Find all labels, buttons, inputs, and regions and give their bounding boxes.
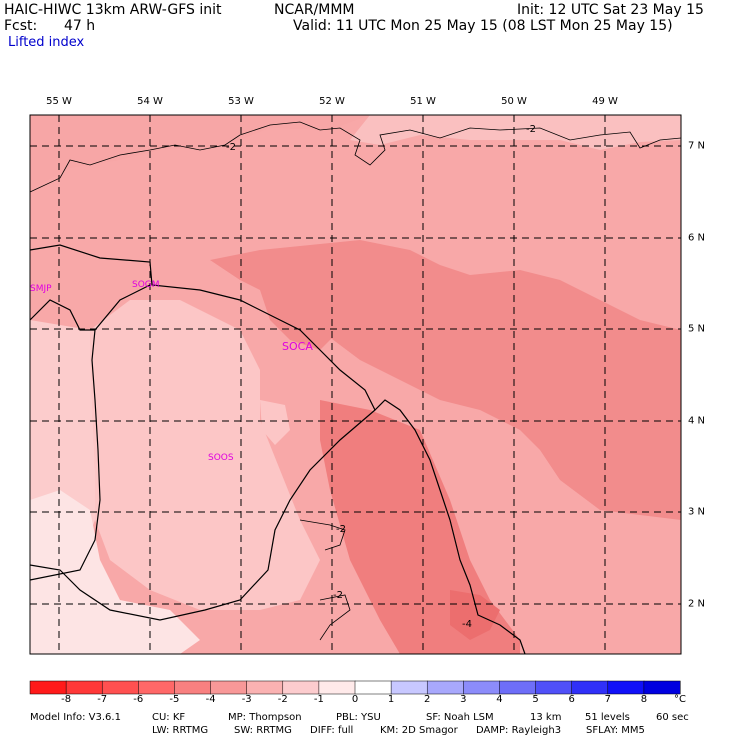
- colorbar-tick-label: 1: [387, 694, 395, 705]
- levels-info: 51 levels: [585, 712, 630, 723]
- valid-time: Valid: 11 UTC Mon 25 May 15 (08 LST Mon …: [293, 18, 673, 34]
- colorbar-tick-label: -3: [241, 694, 252, 705]
- colorbar-tick-label: 2: [424, 694, 431, 705]
- lat-label: 3 N: [688, 506, 706, 518]
- lon-label: 51 W: [410, 96, 436, 107]
- colorbar-cell: [318, 680, 356, 695]
- field-region-neutral: [30, 490, 200, 654]
- contour-line: [29, 121, 682, 193]
- colorbar-cell: [390, 680, 428, 695]
- lon-label: 50 W: [501, 96, 527, 107]
- lat-label: 7 N: [688, 140, 706, 152]
- lon-label: 54 W: [137, 96, 163, 107]
- mp-info: MP: Thompson: [228, 712, 302, 723]
- border-line: [29, 299, 95, 331]
- lat-label: 5 N: [688, 323, 706, 335]
- colorbar-tick-label: -4: [205, 694, 216, 705]
- fcst-hours: 47 h: [64, 18, 96, 34]
- damp-info: DAMP: Rayleigh3: [476, 725, 562, 736]
- colorbar-cell: [571, 680, 609, 695]
- model-info: Model Info: V3.6.1: [30, 712, 121, 723]
- colorbar-cell: [354, 680, 392, 695]
- station-label: SOOS: [208, 453, 234, 463]
- pbl-info: PBL: YSU: [336, 712, 381, 723]
- colorbar-tick-label: 8: [640, 694, 648, 705]
- lw-info: LW: RRTMG: [152, 725, 209, 736]
- colorbar-tick-label: 6: [568, 694, 575, 705]
- lat-label: 4 N: [688, 415, 706, 427]
- field-region-light: [30, 115, 370, 190]
- field-region-dark: [260, 280, 340, 350]
- colorbar-cell: [607, 680, 645, 695]
- contour-line: [319, 594, 351, 641]
- colorbar-cell: [535, 680, 573, 695]
- init-time: Init: 12 UTC Sat 23 May 15: [517, 2, 704, 18]
- colorbar-cell: [246, 680, 284, 695]
- colorbar-tick-label: -8: [61, 694, 72, 705]
- sf-info: SF: Noah LSM: [426, 712, 494, 723]
- field-region-light: [350, 115, 681, 150]
- model-title: HAIC-HIWC 13km ARW-GFS init: [4, 2, 222, 18]
- org-label: NCAR/MMM: [274, 2, 355, 18]
- fcst-label: Fcst:: [4, 18, 38, 34]
- colorbar-tick-label: 0: [351, 694, 359, 705]
- field-region-core: [450, 590, 500, 640]
- field-region-light: [260, 400, 290, 445]
- border-line: [29, 409, 376, 621]
- colorbar-tick-label: 3: [460, 694, 467, 705]
- colorbar-tick-label: -6: [133, 694, 144, 705]
- station-label: SOCA: [282, 340, 313, 353]
- station-label: SOGM: [132, 280, 160, 290]
- field-name: Lifted index: [8, 35, 85, 50]
- station-label: SMJP: [30, 284, 52, 294]
- colorbar-tick-label: -2: [277, 694, 288, 705]
- colorbar-cell: [138, 680, 175, 695]
- colorbar: [29, 680, 681, 695]
- field-region-light: [90, 300, 320, 610]
- lon-label: 55 W: [46, 96, 72, 107]
- sw-info: SW: RRTMG: [234, 725, 292, 736]
- lon-label: 53 W: [228, 96, 254, 107]
- colorbar-tick-label: 5: [532, 694, 539, 705]
- colorbar-cell: [210, 680, 248, 695]
- contour-label: -2: [226, 142, 236, 153]
- colorbar-tick-label: -1: [313, 694, 324, 705]
- colorbar-tick-label: -5: [169, 694, 180, 705]
- diff-info: DIFF: full: [310, 725, 354, 736]
- lat-label: 6 N: [688, 232, 706, 244]
- cu-info: CU: KF: [152, 712, 186, 723]
- lon-label: 52 W: [319, 96, 345, 107]
- timestep-info: 60 sec: [656, 712, 689, 723]
- field-region-dark: [320, 400, 520, 654]
- colorbar-cell: [463, 680, 500, 695]
- km-info: KM: 2D Smagor: [380, 725, 458, 736]
- colorbar-cell: [101, 680, 139, 695]
- resolution-info: 13 km: [530, 712, 562, 723]
- border-line: [29, 284, 151, 581]
- lon-label: 49 W: [592, 96, 618, 107]
- colorbar-tick-label: -7: [97, 694, 108, 705]
- colorbar-unit: °C: [674, 694, 686, 705]
- map-frame: [29, 114, 682, 655]
- sflay-info: SFLAY: MM5: [586, 725, 645, 736]
- colorbar-cell: [174, 680, 212, 695]
- lat-label: 2 N: [688, 598, 706, 610]
- colorbar-cell: [499, 680, 537, 695]
- contour-label: -2: [336, 524, 346, 535]
- contour-label: -2: [526, 124, 536, 135]
- colorbar-cell: [282, 680, 320, 695]
- contour-label: -4: [462, 619, 472, 630]
- colorbar-cell: [29, 680, 67, 695]
- colorbar-tick-label: 7: [604, 694, 611, 705]
- contour-line: [299, 519, 346, 551]
- contour-label: -2: [333, 590, 343, 601]
- colorbar-tick-label: 4: [496, 694, 503, 705]
- colorbar-cell: [643, 680, 681, 695]
- colorbar-cell: [65, 680, 103, 695]
- colorbar-cell: [426, 680, 464, 695]
